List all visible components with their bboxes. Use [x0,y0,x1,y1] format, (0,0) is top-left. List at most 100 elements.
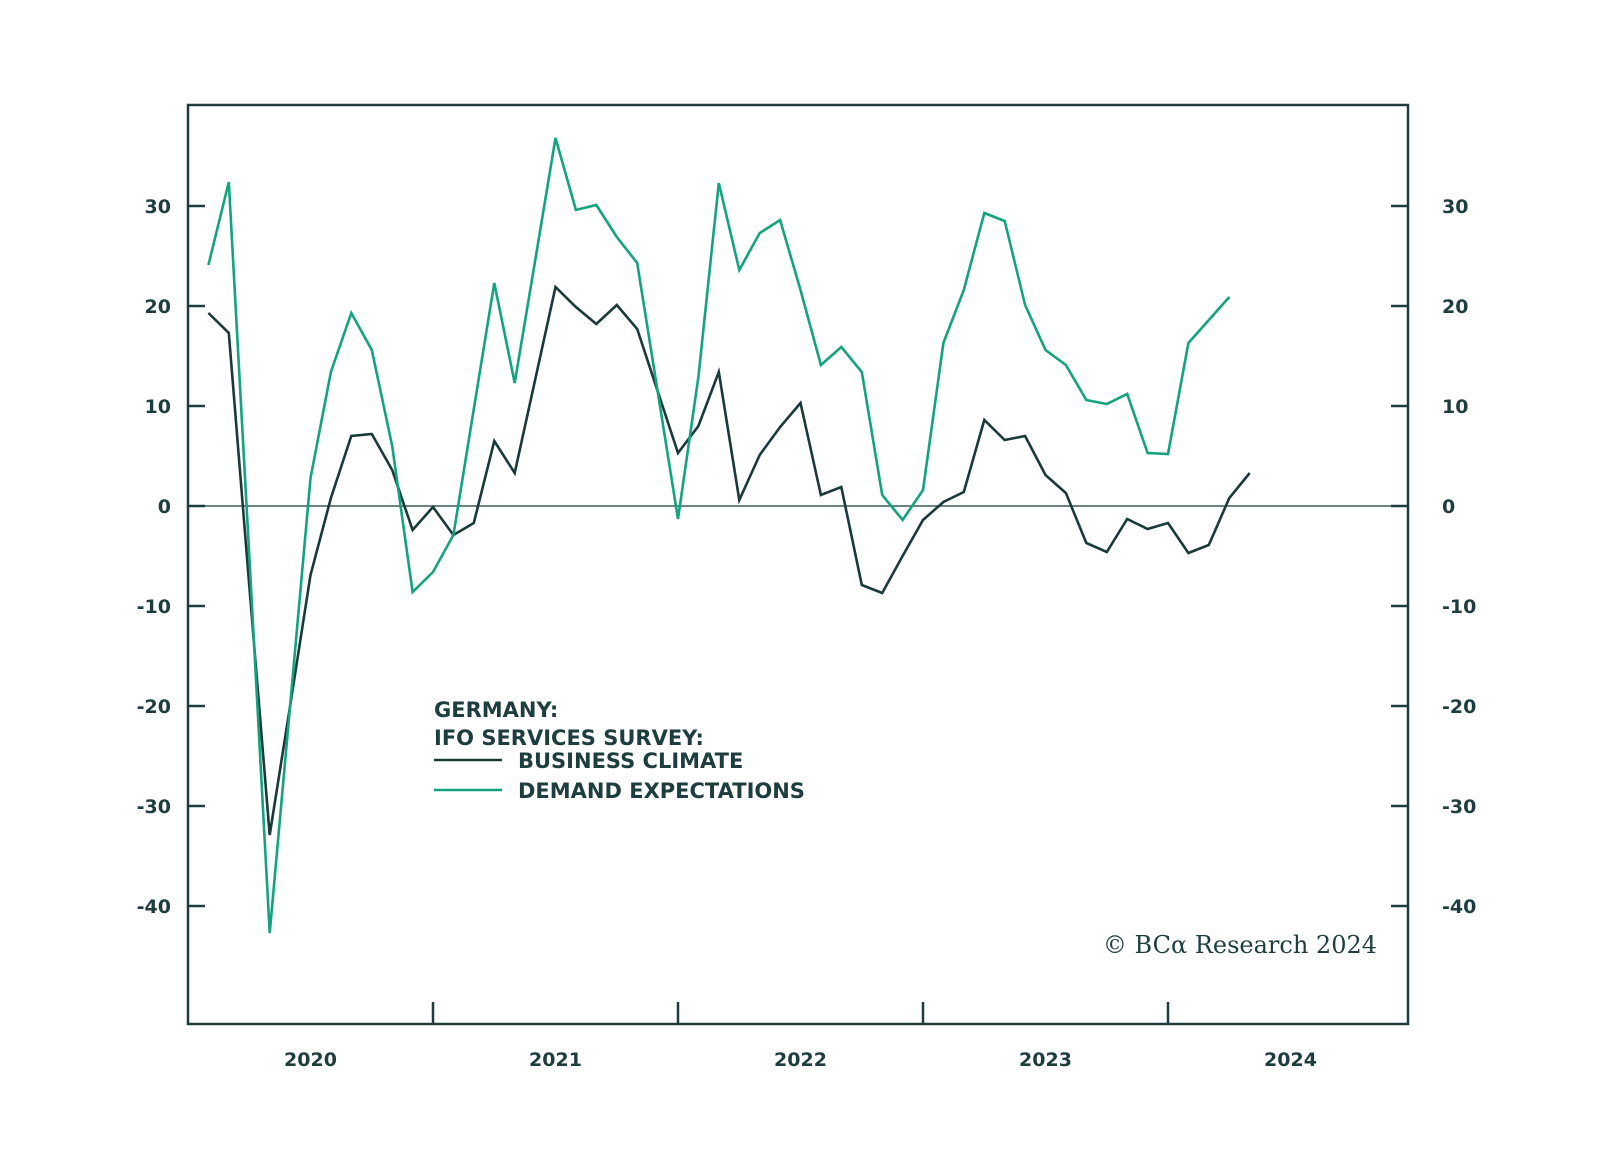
data-point-business-climate [1249,472,1251,474]
data-point-business-climate [228,332,230,334]
data-point-business-climate [942,501,944,503]
data-point-demand-expectations [718,182,720,184]
data-point-demand-expectations [534,260,536,262]
data-point-demand-expectations [1167,453,1169,455]
data-point-business-climate [983,419,985,421]
data-point-demand-expectations [697,376,699,378]
data-point-business-climate [1187,552,1189,554]
data-point-demand-expectations [575,209,577,211]
data-point-demand-expectations [1208,319,1210,321]
data-point-demand-expectations [248,555,250,557]
data-point-demand-expectations [493,282,495,284]
legend-title-line-1: GERMANY: [434,698,558,722]
data-point-business-climate [820,494,822,496]
y-tick-label-left: -40 [137,896,171,918]
data-point-demand-expectations [269,932,271,934]
data-point-business-climate [963,491,965,493]
data-point-business-climate [718,371,720,373]
data-point-demand-expectations [371,349,373,351]
data-point-demand-expectations [289,705,291,707]
data-point-demand-expectations [1187,342,1189,344]
data-point-demand-expectations [636,262,638,264]
data-point-business-climate [1065,492,1067,494]
data-point-business-climate [493,440,495,442]
data-point-demand-expectations [759,232,761,234]
x-axis: 2020 2021 2022 2023 2024 [284,1002,1317,1071]
x-tick-label: 2020 [284,1049,337,1071]
data-point-business-climate [1208,544,1210,546]
plot-border [186,103,1410,1026]
y-tick-label-left: 0 [158,496,171,518]
data-point-demand-expectations [677,518,679,520]
data-point-business-climate [1004,439,1006,441]
data-point-demand-expectations [799,289,801,291]
data-point-demand-expectations [391,445,393,447]
legend-title-line-2: IFO SERVICES SURVEY: [434,726,704,750]
data-point-business-climate [861,584,863,586]
data-point-business-climate [636,328,638,330]
data-point-business-climate [575,306,577,308]
y-tick-label-right: -40 [1442,896,1476,918]
y-tick-label-left: 10 [145,396,171,418]
data-point-demand-expectations [1085,399,1087,401]
data-point-demand-expectations [411,591,413,593]
data-point-business-climate [738,499,740,501]
data-point-business-climate [330,497,332,499]
data-point-business-climate [677,452,679,454]
y-axis-right: -40 -30 -20 -10 0 10 20 30 [1391,196,1476,918]
data-point-business-climate [473,522,475,524]
y-tick-label-right: -10 [1442,596,1476,618]
data-point-business-climate [779,426,781,428]
y-tick-label-left: -10 [137,596,171,618]
data-point-demand-expectations [1065,364,1067,366]
data-point-business-climate [432,506,434,508]
data-point-business-climate [350,435,352,437]
data-point-business-climate [514,472,516,474]
data-point-demand-expectations [983,212,985,214]
y-tick-label-left: 30 [145,196,171,218]
data-point-business-climate [840,486,842,488]
data-point-business-climate [595,323,597,325]
copyright-annotation: © BCα Research 2024 [1103,931,1377,959]
y-tick-label-right: -30 [1442,796,1476,818]
data-point-business-climate [371,433,373,435]
data-point-business-climate [922,519,924,521]
data-point-demand-expectations [1024,304,1026,306]
y-tick-label-left: -30 [137,796,171,818]
data-point-demand-expectations [656,390,658,392]
data-point-demand-expectations [452,534,454,536]
y-tick-label-right: 0 [1442,496,1455,518]
data-point-business-climate [759,454,761,456]
data-point-demand-expectations [432,571,434,573]
data-point-business-climate [1126,518,1128,520]
data-point-demand-expectations [820,364,822,366]
data-point-demand-expectations [1126,393,1128,395]
x-tick-label: 2023 [1019,1049,1072,1071]
data-point-business-climate [799,402,801,404]
data-point-business-climate [269,834,271,836]
legend: GERMANY: IFO SERVICES SURVEY: BUSINESS C… [434,698,805,803]
data-point-business-climate [1228,497,1230,499]
data-point-demand-expectations [207,264,209,266]
data-point-demand-expectations [1004,220,1006,222]
x-tick-label: 2021 [529,1049,582,1071]
x-tick-label: 2024 [1264,1049,1317,1071]
data-point-business-climate [1085,542,1087,544]
data-point-business-climate [411,529,413,531]
data-point-demand-expectations [350,312,352,314]
data-point-demand-expectations [1146,452,1148,454]
data-point-demand-expectations [330,371,332,373]
data-point-demand-expectations [922,489,924,491]
data-point-demand-expectations [1044,349,1046,351]
data-point-business-climate [391,469,393,471]
data-point-demand-expectations [881,494,883,496]
y-axis-left: -40 -30 -20 -10 0 10 20 30 [137,196,205,918]
y-tick-label-right: -20 [1442,696,1476,718]
legend-label-demand-expectations: DEMAND EXPECTATIONS [518,779,805,803]
data-point-business-climate [697,425,699,427]
data-point-business-climate [901,555,903,557]
series-layer [207,137,1251,934]
data-point-demand-expectations [616,236,618,238]
data-point-demand-expectations [861,371,863,373]
